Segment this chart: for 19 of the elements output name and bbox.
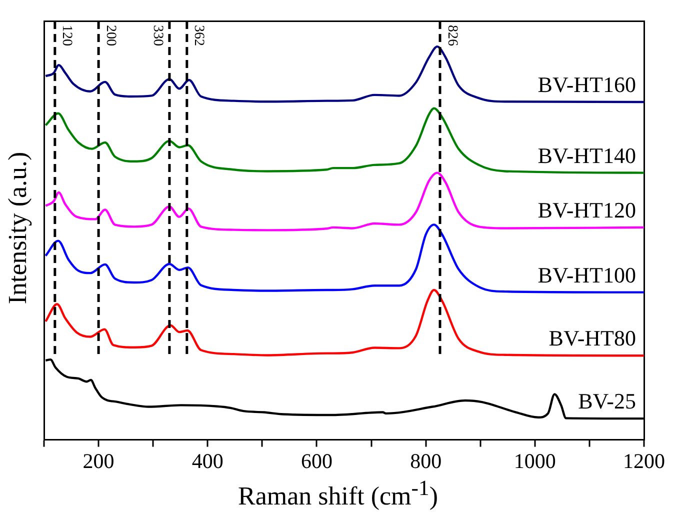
- x-tick-label: 1000: [514, 448, 556, 473]
- x-tick-label: 1200: [623, 448, 665, 473]
- y-axis-title: Intensity (a.u.): [3, 150, 33, 306]
- series-label: BV-25: [578, 388, 636, 414]
- series-label: BV-HT140: [538, 142, 636, 168]
- x-tick-label: 800: [410, 448, 442, 473]
- x-tick-label: 600: [300, 448, 332, 473]
- x-tick-label: 200: [82, 448, 114, 473]
- ref-line-label: 330: [150, 25, 165, 46]
- x-tick-label: 400: [192, 448, 224, 473]
- series-label: BV-HT80: [548, 326, 636, 351]
- series-label: BV-HT120: [538, 197, 636, 222]
- ref-line-label: 200: [102, 25, 118, 46]
- ref-line-label: 362: [191, 25, 206, 46]
- series-label: BV-HT100: [538, 262, 636, 288]
- ref-line-label: 826: [444, 25, 460, 46]
- x-axis-title: Raman shift (cm$^{-1}$): [236, 476, 439, 512]
- ref-line-label: 120: [59, 25, 74, 46]
- series-label: BV-HT160: [538, 72, 636, 98]
